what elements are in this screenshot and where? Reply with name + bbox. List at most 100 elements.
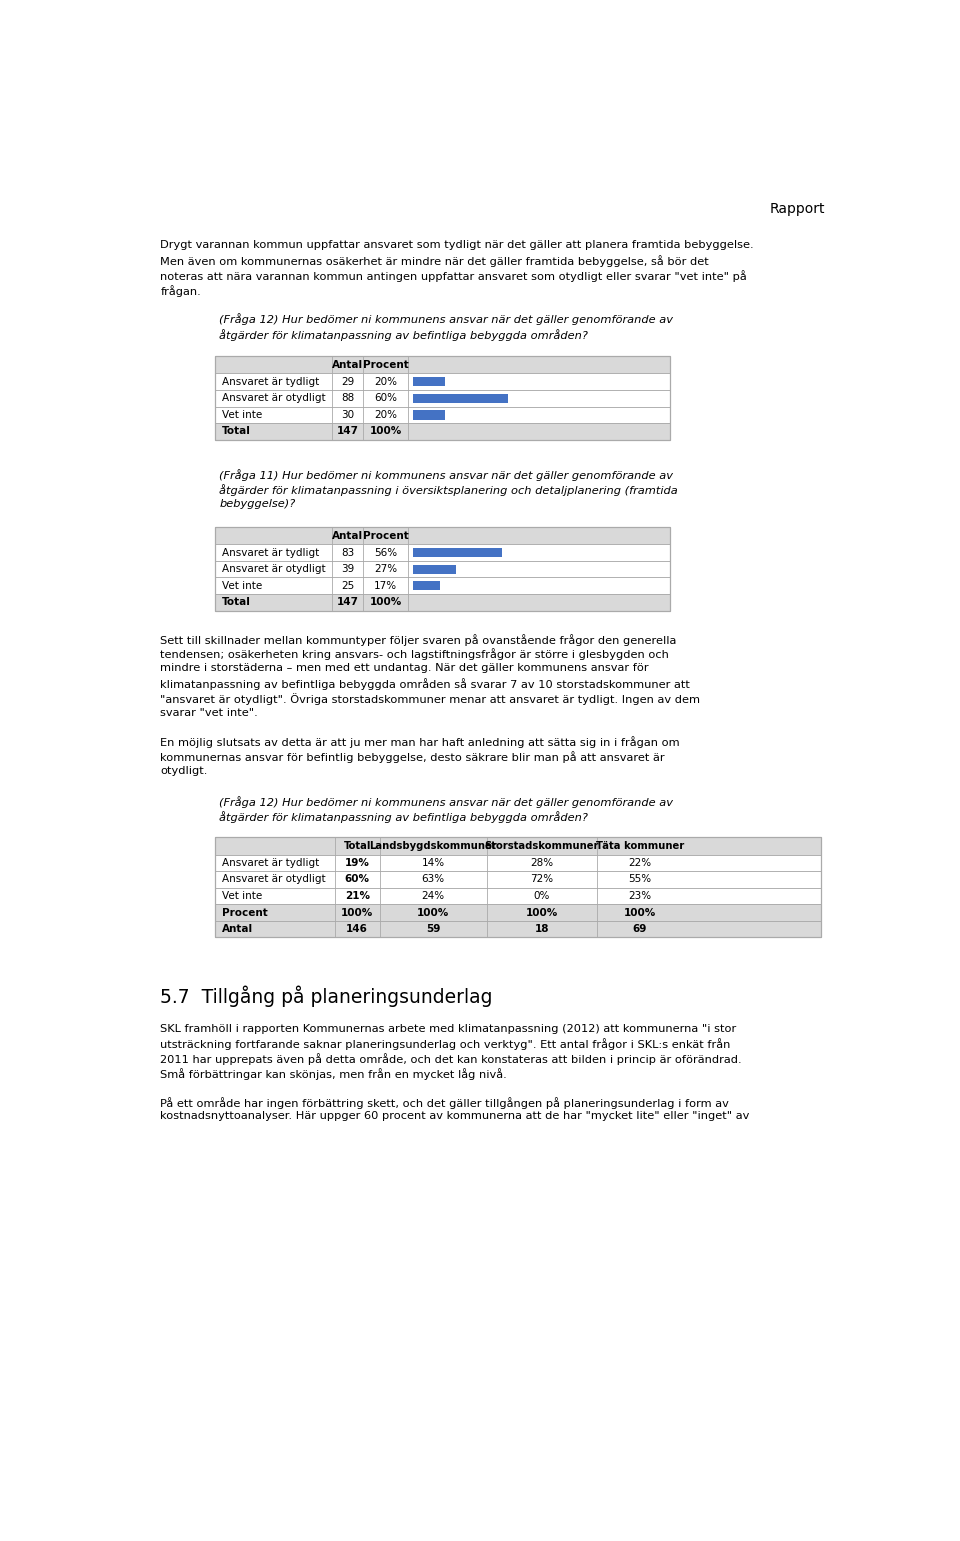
Text: Storstadskommuner: Storstadskommuner [485, 841, 599, 851]
Text: Landsbygdskommuner: Landsbygdskommuner [370, 841, 497, 851]
Text: klimatanpassning av befintliga bebyggda områden så svarar 7 av 10 storstadskommu: klimatanpassning av befintliga bebyggda … [160, 678, 690, 690]
Text: 72%: 72% [530, 874, 553, 885]
Text: 21%: 21% [345, 891, 370, 901]
Text: 14%: 14% [421, 858, 444, 868]
Text: 100%: 100% [341, 908, 373, 917]
Text: 100%: 100% [525, 908, 558, 917]
Text: Ansvaret är tydligt: Ansvaret är tydligt [223, 376, 320, 387]
Bar [214, 356, 670, 439]
Text: åtgärder för klimatanpassning i översiktsplanering och detaljplanering (framtida: åtgärder för klimatanpassning i översikt… [219, 484, 678, 496]
Text: 88: 88 [341, 393, 354, 404]
Text: otydligt.: otydligt. [160, 766, 207, 775]
Text: 146: 146 [347, 925, 368, 934]
Text: svarar "vet inte".: svarar "vet inte". [160, 707, 258, 718]
Bar [413, 549, 502, 558]
Text: Rapport: Rapport [770, 202, 826, 216]
Text: 39: 39 [341, 564, 354, 575]
Text: tendensen; osäkerheten kring ansvars- och lagstiftningsfrågor är större i glesby: tendensen; osäkerheten kring ansvars- oc… [160, 649, 669, 661]
Text: Sett till skillnader mellan kommuntyper följer svaren på ovanstående frågor den : Sett till skillnader mellan kommuntyper … [160, 633, 677, 646]
Text: Antal: Antal [332, 530, 364, 541]
Text: 2011 har upprepats även på detta område, och det kan konstateras att bilden i pr: 2011 har upprepats även på detta område,… [160, 1053, 742, 1065]
Text: Ansvaret är otydligt: Ansvaret är otydligt [223, 393, 326, 404]
Bar [214, 544, 670, 561]
Text: 60%: 60% [374, 393, 397, 404]
Text: (Fråga 12) Hur bedömer ni kommunens ansvar när det gäller genomförande av: (Fråga 12) Hur bedömer ni kommunens ansv… [219, 797, 673, 807]
Bar [214, 888, 822, 905]
Text: kommunernas ansvar för befintlig bebyggelse, desto säkrare blir man på att ansva: kommunernas ansvar för befintlig bebygge… [160, 750, 665, 763]
Bar [413, 410, 444, 419]
Bar [214, 407, 670, 424]
Bar [214, 527, 670, 610]
Text: noteras att nära varannan kommun antingen uppfattar ansvaret som otydligt eller : noteras att nära varannan kommun antinge… [160, 270, 747, 282]
Text: 147: 147 [337, 427, 359, 436]
Bar [214, 922, 822, 937]
Text: 29: 29 [341, 376, 354, 387]
Text: 20%: 20% [374, 376, 397, 387]
Text: 100%: 100% [624, 908, 656, 917]
Bar [214, 527, 670, 544]
Text: 69: 69 [633, 925, 647, 934]
Text: Antal: Antal [223, 925, 253, 934]
Text: Total: Total [223, 427, 252, 436]
Bar [214, 390, 670, 407]
Text: 56%: 56% [374, 547, 397, 558]
Text: 83: 83 [341, 547, 354, 558]
Bar [214, 373, 670, 390]
Bar [214, 424, 670, 439]
Text: 60%: 60% [345, 874, 370, 885]
Text: Ansvaret är otydligt: Ansvaret är otydligt [223, 874, 326, 885]
Text: Vet inte: Vet inte [223, 581, 262, 590]
Text: Men även om kommunernas osäkerhet är mindre när det gäller framtida bebyggelse, : Men även om kommunernas osäkerhet är min… [160, 256, 709, 267]
Text: 23%: 23% [629, 891, 652, 901]
Text: 63%: 63% [421, 874, 444, 885]
Text: 30: 30 [342, 410, 354, 419]
Text: åtgärder för klimatanpassning av befintliga bebyggda områden?: åtgärder för klimatanpassning av befintl… [219, 811, 588, 823]
Text: 28%: 28% [530, 858, 553, 868]
Bar [214, 561, 670, 578]
Text: 27%: 27% [374, 564, 397, 575]
Bar [413, 393, 508, 402]
Bar [214, 578, 670, 593]
Text: 5.7  Tillgång på planeringsunderlag: 5.7 Tillgång på planeringsunderlag [160, 985, 492, 1006]
Text: frågan.: frågan. [160, 285, 201, 296]
Text: 100%: 100% [370, 598, 402, 607]
Text: (Fråga 12) Hur bedömer ni kommunens ansvar när det gäller genomförande av: (Fråga 12) Hur bedömer ni kommunens ansv… [219, 313, 673, 325]
Text: 22%: 22% [629, 858, 652, 868]
Text: mindre i storstäderna – men med ett undantag. När det gäller kommunens ansvar fö: mindre i storstäderna – men med ett unda… [160, 663, 649, 673]
Text: Total: Total [344, 841, 371, 851]
Text: Ansvaret är tydligt: Ansvaret är tydligt [223, 547, 320, 558]
Text: Procent: Procent [363, 530, 409, 541]
Text: 24%: 24% [421, 891, 444, 901]
Text: På ett område har ingen förbättring skett, och det gäller tillgången på planerin: På ett område har ingen förbättring sket… [160, 1097, 730, 1108]
Text: Vet inte: Vet inte [223, 410, 262, 419]
Bar [214, 593, 670, 610]
Text: Total: Total [223, 598, 252, 607]
Text: Drygt varannan kommun uppfattar ansvaret som tydligt när det gäller att planera : Drygt varannan kommun uppfattar ansvaret… [160, 240, 754, 250]
Text: "ansvaret är otydligt". Övriga storstadskommuner menar att ansvaret är tydligt. : "ansvaret är otydligt". Övriga storstads… [160, 693, 700, 704]
Text: 17%: 17% [374, 581, 397, 590]
Bar [214, 905, 822, 922]
Bar [413, 581, 440, 590]
Text: kostnadsnyttoanalyser. Här uppger 60 procent av kommunerna att de har "mycket li: kostnadsnyttoanalyser. Här uppger 60 pro… [160, 1111, 750, 1122]
Text: Procent: Procent [223, 908, 268, 917]
Bar [214, 837, 822, 855]
Text: 59: 59 [426, 925, 441, 934]
Text: 25: 25 [341, 581, 354, 590]
Text: 100%: 100% [417, 908, 449, 917]
Text: Täta kommuner: Täta kommuner [596, 841, 684, 851]
Bar [214, 871, 822, 888]
Text: 19%: 19% [345, 858, 370, 868]
Bar [214, 356, 670, 373]
Text: SKL framhöll i rapporten Kommunernas arbete med klimatanpassning (2012) att komm: SKL framhöll i rapporten Kommunernas arb… [160, 1023, 736, 1034]
Text: 55%: 55% [629, 874, 652, 885]
Text: 18: 18 [535, 925, 549, 934]
Bar [214, 855, 822, 871]
Text: Vet inte: Vet inte [223, 891, 262, 901]
Bar [214, 837, 822, 937]
Text: åtgärder för klimatanpassning av befintliga bebyggda områden?: åtgärder för klimatanpassning av befintl… [219, 328, 588, 341]
Text: 20%: 20% [374, 410, 397, 419]
Bar [413, 378, 444, 387]
Text: Små förbättringar kan skönjas, men från en mycket låg nivå.: Små förbättringar kan skönjas, men från … [160, 1068, 507, 1080]
Text: 147: 147 [337, 598, 359, 607]
Bar [413, 564, 456, 573]
